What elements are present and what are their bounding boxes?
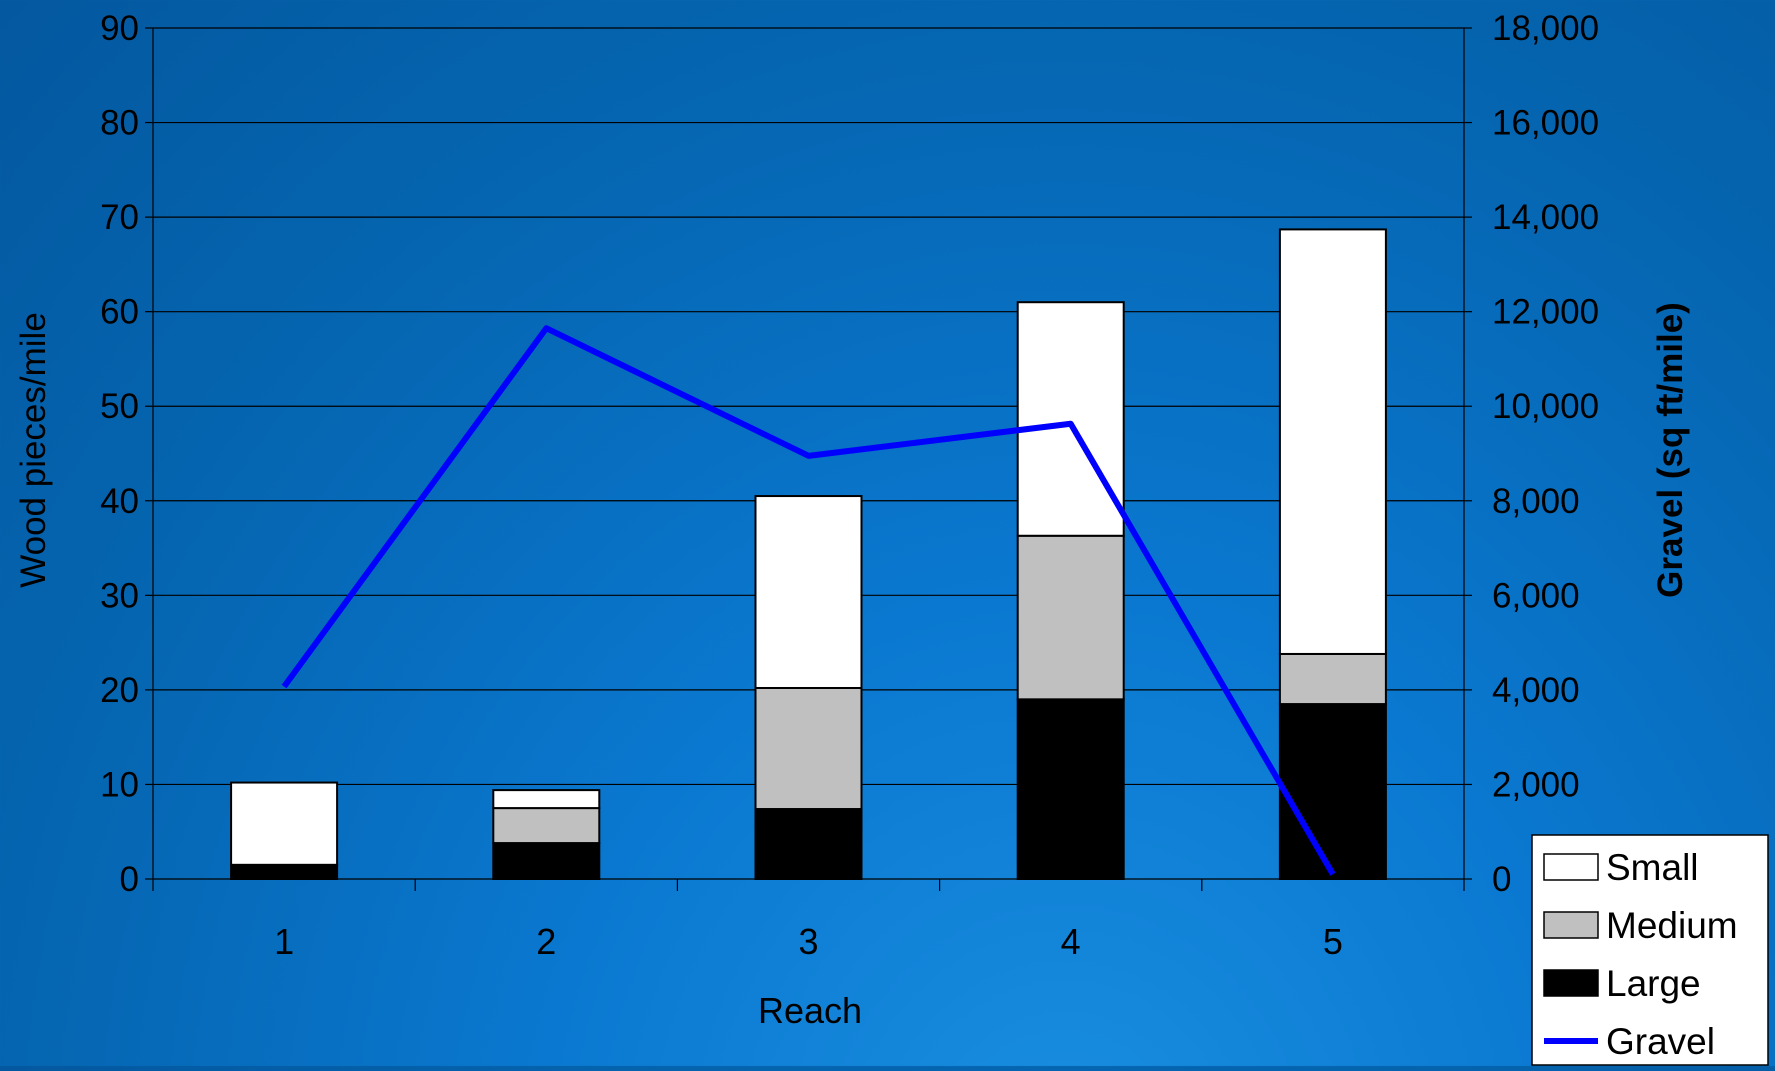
y-tick-label: 50	[100, 387, 139, 426]
legend-swatch-medium	[1543, 911, 1599, 939]
bar-large	[754, 808, 863, 880]
y2-tick-label: 16,000	[1492, 104, 1599, 143]
tick-labels: 0 0 10 2,000 20 4,000 30 6,000 40 8,000 50 10,000 60…	[100, 9, 1599, 962]
y-tick-label: 40	[100, 482, 139, 521]
y-tick-label: 70	[100, 198, 139, 237]
legend-swatch-small	[1543, 853, 1599, 881]
bar-small	[1016, 301, 1125, 537]
bar-medium	[1278, 652, 1387, 706]
legend-swatch-large	[1543, 969, 1599, 997]
y2-tick-label: 4,000	[1492, 671, 1580, 710]
x-tick-label: 4	[1061, 921, 1081, 962]
axes	[145, 27, 1472, 891]
y2-tick-label: 2,000	[1492, 765, 1580, 804]
y2-tick-label: 10,000	[1492, 387, 1599, 426]
y2-tick-label: 6,000	[1492, 576, 1580, 615]
x-tick-label: 5	[1323, 921, 1343, 962]
legend: Small Medium Large Gravel	[1531, 834, 1769, 1066]
y-tick-label: 90	[100, 9, 139, 48]
gridlines	[153, 27, 1464, 786]
y2-tick-label: 8,000	[1492, 482, 1580, 521]
y2-axis-title: Gravel (sq ft/mile)	[1651, 302, 1690, 598]
y2-tick-label: 0	[1492, 860, 1511, 899]
y-tick-label: 0	[120, 860, 139, 899]
gravel-line-layer	[281, 325, 1336, 876]
y-tick-label: 60	[100, 293, 139, 332]
bar-large	[1016, 698, 1125, 880]
y-tick-label: 10	[100, 765, 139, 804]
legend-label-medium: Medium	[1606, 905, 1738, 946]
bar-small	[492, 789, 601, 810]
bar-small	[754, 495, 863, 689]
bar-medium	[1016, 534, 1125, 701]
y2-tick-label: 14,000	[1492, 198, 1599, 237]
x-tick-label: 1	[274, 921, 294, 962]
y-tick-label: 80	[100, 104, 139, 143]
y-axis-title: Wood pieces/mile	[14, 312, 53, 588]
y-tick-label: 20	[100, 671, 139, 710]
bar-medium	[492, 807, 601, 845]
legend-label-gravel: Gravel	[1606, 1021, 1715, 1062]
y-tick-label: 30	[100, 576, 139, 615]
legend-label-small: Small	[1606, 847, 1699, 888]
bars	[230, 228, 1387, 881]
x-tick-label: 3	[798, 921, 818, 962]
bar-small	[230, 781, 339, 866]
x-tick-label: 2	[536, 921, 556, 962]
gravel-line	[281, 325, 1336, 876]
bar-medium	[754, 686, 863, 811]
y2-tick-label: 12,000	[1492, 293, 1599, 332]
bar-large	[1278, 703, 1387, 880]
bar-small	[1278, 228, 1387, 655]
bar-large	[492, 842, 601, 881]
bar-large	[230, 863, 339, 880]
x-axis-title: Reach	[758, 990, 862, 1031]
legend-label-large: Large	[1606, 963, 1701, 1004]
y2-tick-label: 18,000	[1492, 9, 1599, 48]
